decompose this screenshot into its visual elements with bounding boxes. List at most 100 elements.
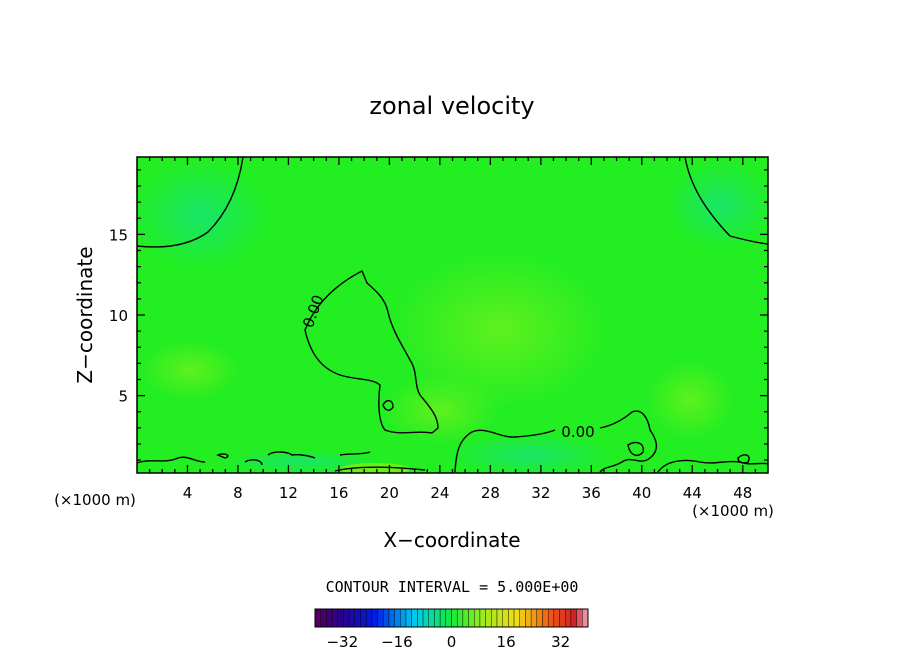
colorbar-cell [553, 608, 560, 628]
x-tick-label: 40 [632, 484, 651, 502]
y-tick-label: 5 [118, 388, 128, 406]
colorbar-frame [314, 608, 589, 628]
contour-line [599, 410, 658, 473]
colorbar-cell [434, 608, 441, 628]
colorbar-cell [343, 608, 350, 628]
colorbar-cell [400, 608, 407, 628]
colorbar-cell [337, 608, 344, 628]
x-unit-left: (×1000 m) [54, 491, 136, 509]
colorbar-cell [502, 608, 509, 628]
contour-line [737, 454, 750, 464]
colorbar-cell [331, 608, 338, 628]
x-tick-label: 12 [279, 484, 298, 502]
x-tick-label: 20 [380, 484, 399, 502]
colorbar-tick-label: −16 [381, 633, 413, 651]
shade-blob [645, 360, 735, 440]
colorbar-cell [456, 608, 464, 628]
colorbar-cell [417, 608, 424, 628]
x-tick-label: 36 [582, 484, 601, 502]
colorbar-cells [314, 608, 589, 628]
plot-area: 0.00 0.00 [136, 156, 769, 474]
shade-blob [390, 250, 610, 410]
colorbar-cell [360, 608, 367, 628]
contour-line [454, 429, 556, 473]
y-tick-labels: 5 10 15 [109, 226, 128, 405]
colorbar-cell [468, 608, 475, 628]
contour-line [684, 157, 768, 245]
contour-line [137, 157, 244, 248]
x-tick-label: 32 [531, 484, 550, 502]
colorbar-cell [491, 608, 498, 628]
colorbar-tick-label: −32 [326, 633, 358, 651]
shade-blob [140, 340, 240, 400]
colorbar-cell [559, 608, 566, 628]
colorbar-cell [439, 608, 447, 628]
contour-line [137, 451, 371, 466]
colorbar-cell [314, 608, 321, 628]
colorbar-cell [394, 608, 401, 628]
colorbar-cell [365, 608, 373, 628]
x-tick-label: 48 [733, 484, 752, 502]
colorbar-cell [576, 608, 583, 628]
shade-blob [340, 463, 410, 473]
colorbar-cell [479, 608, 486, 628]
colorbar-cell [525, 608, 532, 628]
colorbar-cell [371, 608, 378, 628]
contour-line [382, 400, 394, 411]
shade-blob [445, 433, 615, 473]
contour-label: 0.00 [561, 423, 594, 441]
x-tick-labels: 4 8 12 16 20 24 28 32 36 40 44 48 [183, 484, 753, 502]
x-tick-label: 44 [683, 484, 702, 502]
x-tick-label: 8 [233, 484, 243, 502]
chart-title: zonal velocity [369, 92, 534, 120]
contour-line [657, 459, 768, 473]
colorbar-cell [320, 608, 327, 628]
y-axis-label: Z−coordinate [73, 246, 97, 383]
colorbar-cell [428, 608, 435, 628]
colorbar-cell [496, 608, 503, 628]
shade-blob [220, 450, 380, 473]
y-tick-label: 10 [109, 307, 128, 325]
colorbar-cell [348, 608, 356, 628]
colorbar-cell [326, 608, 333, 628]
x-tick-label: 4 [183, 484, 193, 502]
contour-line [627, 441, 644, 457]
x-tick-label: 28 [481, 484, 500, 502]
colorbar-cell [411, 608, 418, 628]
colorbar-tick-labels: −32 −16 0 16 32 [326, 633, 570, 651]
contour-interval-text: CONTOUR INTERVAL = 5.000E+00 [326, 578, 579, 596]
colorbar-cell [383, 608, 390, 628]
colorbar-cell [570, 608, 577, 628]
axis-ticks [137, 157, 768, 473]
colorbar-cell [474, 608, 481, 628]
colorbar-cell [536, 608, 543, 628]
colorbar-tick-label: 16 [497, 633, 516, 651]
colorbar-cell [582, 608, 589, 628]
shade-blob [380, 375, 500, 445]
x-tick-label: 24 [430, 484, 449, 502]
colorbar-cell [388, 608, 395, 628]
colorbar-tick-label: 0 [447, 633, 457, 651]
x-tick-label: 16 [329, 484, 348, 502]
contour-line [304, 270, 439, 434]
colorbar-cell [422, 608, 429, 628]
shade-blob [137, 160, 270, 270]
colorbar-tick-label: 32 [551, 633, 570, 651]
colorbar-cell [513, 608, 520, 628]
contour-lines [137, 157, 768, 473]
colorbar-cell [547, 608, 555, 628]
colorbar-cell [354, 608, 361, 628]
colorbar: −32 −16 0 16 32 [314, 608, 589, 651]
field-shading [137, 160, 768, 473]
x-axis-label: X−coordinate [383, 528, 520, 552]
colorbar-cell [445, 608, 452, 628]
colorbar-cell [508, 608, 515, 628]
colorbar-cell [377, 608, 384, 628]
colorbar-cell [485, 608, 492, 628]
colorbar-cell [519, 608, 526, 628]
x-unit-right: (×1000 m) [692, 502, 774, 520]
colorbar-cell [530, 608, 538, 628]
colorbar-cell [451, 608, 458, 628]
colorbar-cell [542, 608, 549, 628]
contour-line [334, 466, 426, 472]
